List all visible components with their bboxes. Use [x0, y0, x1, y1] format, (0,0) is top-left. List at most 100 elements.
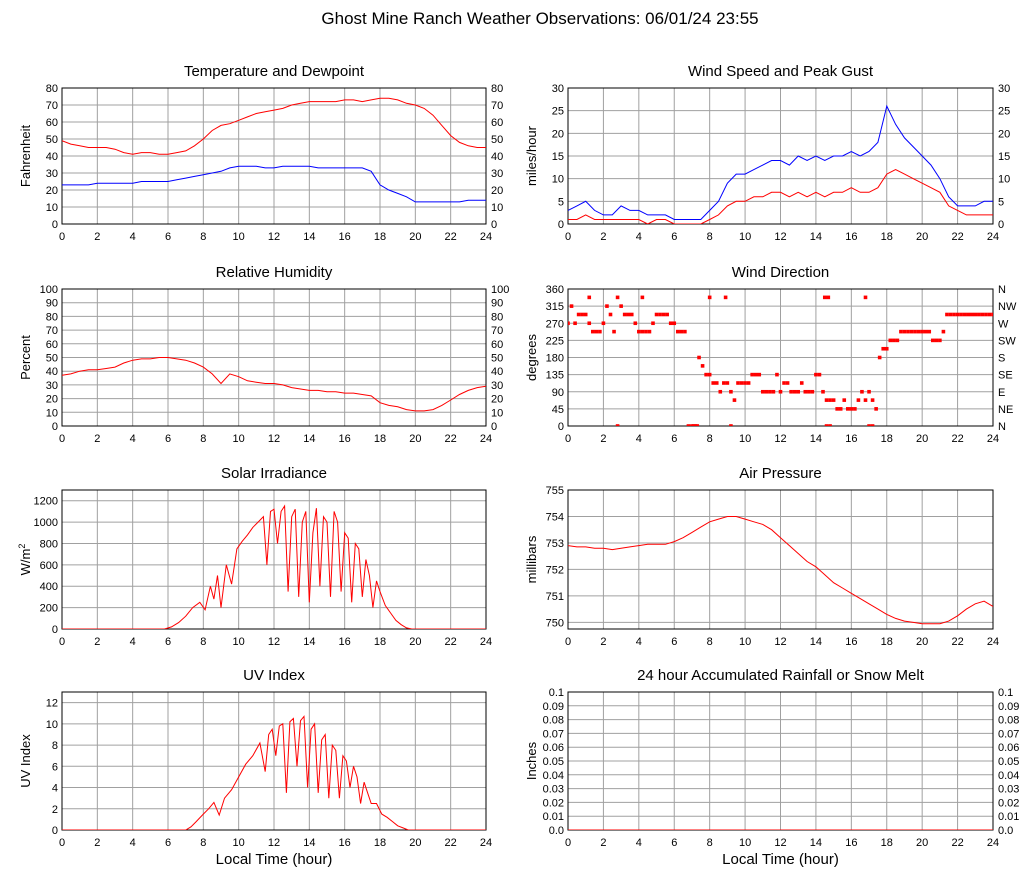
y-tick-label: 0 [52, 624, 58, 636]
y-tick-label: 25 [552, 106, 564, 118]
y-tick-label: 180 [546, 353, 564, 365]
data-point [923, 329, 928, 334]
data-point [895, 338, 900, 343]
y-tick-label: 754 [546, 511, 564, 523]
data-point [909, 329, 914, 334]
x-tick-label: 4 [130, 837, 136, 849]
data-point [633, 321, 638, 326]
right-tick-label: 80 [491, 83, 503, 95]
x-tick-label: 6 [671, 837, 677, 849]
plot-frame [567, 288, 994, 427]
right-tick-label: N [998, 421, 1006, 433]
chart-title: 24 hour Accumulated Rainfall or Snow Mel… [637, 667, 925, 684]
x-tick-label: 14 [810, 231, 822, 243]
x-tick-label: 22 [951, 433, 963, 445]
y-tick-label: 2 [52, 804, 58, 816]
x-tick-label: 0 [59, 433, 65, 445]
x-tick-label: 6 [165, 433, 171, 445]
y-tick-label: 360 [546, 284, 564, 296]
plot-frame [61, 691, 487, 831]
x-tick-label: 24 [987, 636, 999, 648]
data-point [640, 329, 645, 334]
y-tick-label: 135 [546, 370, 564, 382]
right-tick-label: 0.06 [998, 742, 1019, 754]
data-point [881, 346, 886, 351]
data-point [771, 389, 776, 394]
right-tick-label: 0.08 [998, 715, 1019, 727]
x-tick-label: 14 [303, 433, 315, 445]
data-point [892, 338, 896, 343]
data-point [902, 329, 907, 334]
y-tick-label: 10 [46, 407, 58, 419]
x-tick-label: 0 [565, 636, 571, 648]
y-tick-label: 0.06 [543, 742, 564, 754]
data-point [768, 389, 772, 394]
right-tick-label: 0 [998, 219, 1004, 231]
y-axis-label-superscript: 2 [17, 544, 27, 549]
right-tick-label: SE [998, 370, 1013, 382]
y-tick-label: 0 [558, 219, 564, 231]
data-point [576, 312, 581, 317]
series-line-1 [568, 104, 993, 220]
x-tick-label: 16 [339, 231, 351, 243]
chart-title: Air Pressure [739, 465, 822, 482]
data-point [955, 312, 960, 317]
right-tick-label: 0.02 [998, 797, 1019, 809]
x-tick-label: 22 [445, 231, 457, 243]
x-tick-label: 8 [200, 636, 206, 648]
data-point [675, 329, 680, 334]
x-tick-label: 6 [165, 636, 171, 648]
x-tick-label: 20 [916, 636, 928, 648]
data-point [826, 295, 831, 300]
data-point [707, 372, 712, 377]
x-tick-label: 0 [565, 433, 571, 445]
data-point [654, 312, 659, 317]
y-tick-label: 50 [46, 353, 58, 365]
data-point [789, 389, 793, 394]
right-tick-label: 30 [491, 380, 503, 392]
data-point [817, 372, 822, 377]
y-tick-label: 0 [52, 219, 58, 231]
y-tick-label: 20 [552, 128, 564, 140]
data-point [952, 312, 956, 317]
x-tick-label: 20 [916, 433, 928, 445]
x-tick-label: 16 [339, 433, 351, 445]
x-tick-label: 10 [233, 433, 245, 445]
x-tick-label: 24 [480, 231, 492, 243]
solar-chart: 0 2 4 6 8 10 12 14 16 18 20 22 240200400600800100012… [17, 465, 492, 648]
plot-frame [61, 87, 487, 225]
x-tick-label: 2 [94, 837, 100, 849]
x-tick-label: 24 [987, 231, 999, 243]
x-tick-label: 16 [339, 837, 351, 849]
x-tick-label: 8 [200, 433, 206, 445]
y-tick-label: 45 [552, 404, 564, 416]
data-point [647, 329, 652, 334]
data-point [568, 321, 570, 326]
right-tick-label: S [998, 353, 1005, 365]
x-tick-label: 6 [671, 433, 677, 445]
data-point [962, 312, 967, 317]
y-tick-label: 30 [46, 168, 58, 180]
data-point [966, 312, 971, 317]
y-tick-label: 751 [546, 591, 564, 603]
data-point [927, 329, 932, 334]
data-point [860, 389, 864, 394]
right-tick-label: 50 [491, 134, 503, 146]
data-point [757, 372, 762, 377]
x-tick-label: 24 [480, 837, 492, 849]
y-tick-label: 40 [46, 366, 58, 378]
data-point [718, 389, 723, 394]
y-tick-label: 10 [552, 174, 564, 186]
data-point [991, 312, 993, 317]
x-tick-label: 8 [707, 636, 713, 648]
right-tick-label: 0.01 [998, 811, 1019, 823]
right-tick-label: 0.05 [998, 756, 1019, 768]
data-point [775, 372, 779, 377]
right-tick-label: 5 [998, 196, 1004, 208]
data-point [867, 424, 871, 426]
right-tick-label: 0 [491, 421, 497, 433]
data-point [608, 312, 613, 317]
right-tick-label: 50 [491, 353, 503, 365]
data-point [695, 424, 700, 426]
